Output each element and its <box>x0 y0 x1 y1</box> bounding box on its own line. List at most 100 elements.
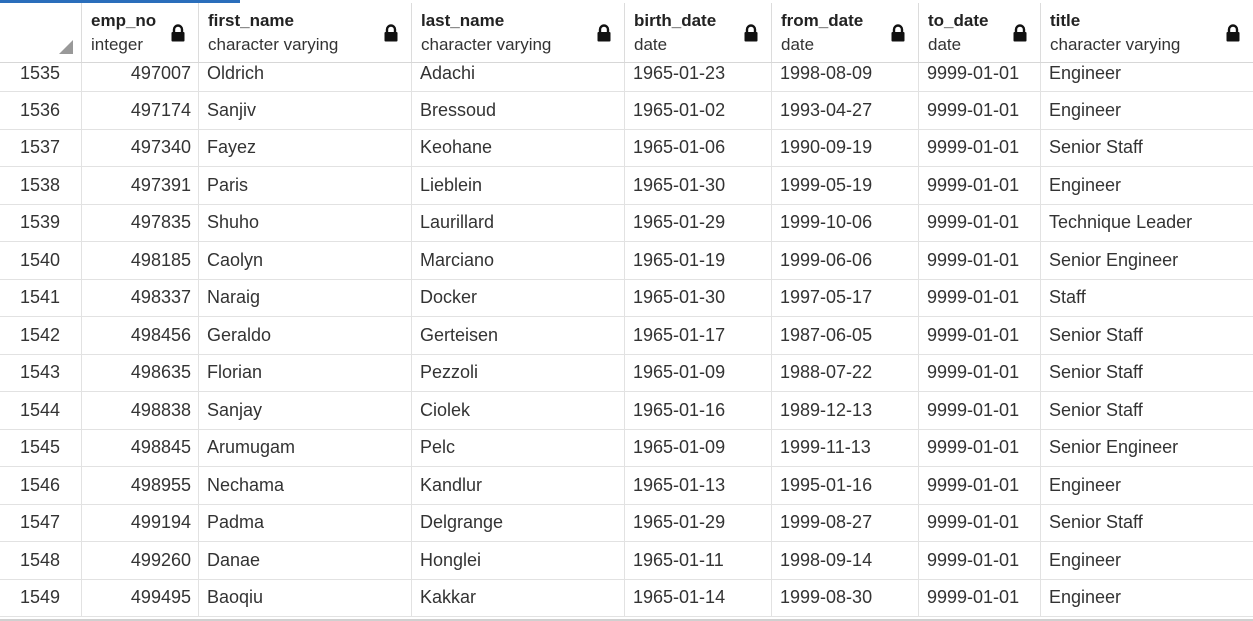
to-date-cell[interactable]: 9999-01-01 <box>919 392 1041 429</box>
last-name-cell[interactable]: Bressoud <box>412 92 625 129</box>
emp-no-cell[interactable]: 498456 <box>82 317 199 354</box>
table-row[interactable]: 1546 498955 Nechama Kandlur 1965-01-13 1995-0… <box>0 467 1253 505</box>
table-row[interactable]: 1539 497835 Shuho Laurillard 1965-01-29 1999-… <box>0 204 1253 242</box>
from-date-cell[interactable]: 1995-01-16 <box>772 467 919 504</box>
row-number[interactable]: 1543 <box>0 354 82 391</box>
column-header-first-name[interactable]: first_name character varying <box>199 3 412 62</box>
title-cell[interactable]: Senior Staff <box>1049 137 1143 158</box>
title-cell[interactable]: Engineer <box>1049 63 1122 83</box>
emp-no-cell[interactable]: 497835 <box>82 204 199 241</box>
first-name-cell[interactable]: Fayez <box>199 129 412 166</box>
last-name-cell[interactable]: Keohane <box>412 129 625 166</box>
emp-no-cell[interactable]: 498635 <box>82 354 199 391</box>
first-name-cell[interactable]: Padma <box>199 504 412 541</box>
birth-date-cell[interactable]: 1965-01-23 <box>625 63 772 91</box>
birth-date-cell[interactable]: 1965-01-13 <box>625 467 772 504</box>
to-date-cell[interactable]: 9999-01-01 <box>919 579 1041 616</box>
last-name-cell[interactable]: Pelc <box>412 429 625 466</box>
from-date-cell[interactable]: 1998-08-09 <box>772 63 919 91</box>
title-cell[interactable]: Engineer <box>1049 99 1122 120</box>
from-date-cell[interactable]: 1999-08-27 <box>772 504 919 541</box>
select-all-corner[interactable] <box>0 3 82 62</box>
birth-date-cell[interactable]: 1965-01-09 <box>625 429 772 466</box>
to-date-cell[interactable]: 9999-01-01 <box>919 204 1041 241</box>
title-cell[interactable]: Senior Staff <box>1049 399 1143 420</box>
emp-no-cell[interactable]: 499194 <box>82 504 199 541</box>
to-date-cell[interactable]: 9999-01-01 <box>919 467 1041 504</box>
emp-no-cell[interactable]: 498845 <box>82 429 199 466</box>
emp-no-cell[interactable]: 497340 <box>82 129 199 166</box>
title-cell[interactable]: Senior Staff <box>1049 362 1143 383</box>
last-name-cell[interactable]: Pezzoli <box>412 354 625 391</box>
birth-date-cell[interactable]: 1965-01-29 <box>625 504 772 541</box>
last-name-cell[interactable]: Gerteisen <box>412 317 625 354</box>
emp-no-cell[interactable]: 498838 <box>82 392 199 429</box>
title-cell[interactable]: Engineer <box>1049 549 1122 570</box>
emp-no-cell[interactable]: 498337 <box>82 279 199 316</box>
column-header-from-date[interactable]: from_date date <box>772 3 919 62</box>
last-name-cell[interactable]: Docker <box>412 279 625 316</box>
first-name-cell[interactable]: Nechama <box>199 467 412 504</box>
title-cell[interactable]: Technique Leader <box>1049 212 1193 233</box>
first-name-cell[interactable]: Sanjiv <box>199 92 412 129</box>
table-row[interactable]: 1547 499194 Padma Delgrange 1965-01-29 1999-0… <box>0 504 1253 542</box>
title-cell[interactable]: Senior Staff <box>1049 512 1143 533</box>
first-name-cell[interactable]: Caolyn <box>199 242 412 279</box>
table-row[interactable]: 1535 497007 Oldrich Adachi 1965-01-23 1998-08… <box>0 63 1253 92</box>
first-name-cell[interactable]: Paris <box>199 167 412 204</box>
emp-no-cell[interactable]: 498185 <box>82 242 199 279</box>
last-name-cell[interactable]: Honglei <box>412 542 625 579</box>
to-date-cell[interactable]: 9999-01-01 <box>919 354 1041 391</box>
row-number[interactable]: 1544 <box>0 392 82 429</box>
table-row[interactable]: 1543 498635 Florian Pezzoli 1965-01-09 1988-0… <box>0 354 1253 392</box>
row-number[interactable]: 1545 <box>0 429 82 466</box>
birth-date-cell[interactable]: 1965-01-02 <box>625 92 772 129</box>
from-date-cell[interactable]: 1988-07-22 <box>772 354 919 391</box>
birth-date-cell[interactable]: 1965-01-30 <box>625 279 772 316</box>
birth-date-cell[interactable]: 1965-01-30 <box>625 167 772 204</box>
last-name-cell[interactable]: Delgrange <box>412 504 625 541</box>
table-row[interactable]: 1541 498337 Naraig Docker 1965-01-30 1997-05-… <box>0 279 1253 317</box>
from-date-cell[interactable]: 1990-09-19 <box>772 129 919 166</box>
birth-date-cell[interactable]: 1965-01-19 <box>625 242 772 279</box>
first-name-cell[interactable]: Geraldo <box>199 317 412 354</box>
row-number[interactable]: 1536 <box>0 92 82 129</box>
from-date-cell[interactable]: 1989-12-13 <box>772 392 919 429</box>
row-number[interactable]: 1539 <box>0 204 82 241</box>
row-number[interactable]: 1546 <box>0 467 82 504</box>
title-cell[interactable]: Staff <box>1049 287 1086 308</box>
table-row[interactable]: 1545 498845 Arumugam Pelc 1965-01-09 1999-11-… <box>0 429 1253 467</box>
birth-date-cell[interactable]: 1965-01-09 <box>625 354 772 391</box>
last-name-cell[interactable]: Kandlur <box>412 467 625 504</box>
table-row[interactable]: 1548 499260 Danae Honglei 1965-01-11 1998-09-… <box>0 542 1253 580</box>
emp-no-cell[interactable]: 499495 <box>82 579 199 616</box>
table-row[interactable]: 1542 498456 Geraldo Gerteisen 1965-01-17 1987… <box>0 317 1253 355</box>
to-date-cell[interactable]: 9999-01-01 <box>919 542 1041 579</box>
last-name-cell[interactable]: Ciolek <box>412 392 625 429</box>
from-date-cell[interactable]: 1999-08-30 <box>772 579 919 616</box>
to-date-cell[interactable]: 9999-01-01 <box>919 242 1041 279</box>
from-date-cell[interactable]: 1999-10-06 <box>772 204 919 241</box>
row-number[interactable]: 1535 <box>0 63 82 91</box>
table-row[interactable]: 1537 497340 Fayez Keohane 1965-01-06 1990-09-… <box>0 129 1253 167</box>
last-name-cell[interactable]: Marciano <box>412 242 625 279</box>
column-header-birth-date[interactable]: birth_date date <box>625 3 772 62</box>
emp-no-cell[interactable]: 499260 <box>82 542 199 579</box>
to-date-cell[interactable]: 9999-01-01 <box>919 279 1041 316</box>
table-row[interactable]: 1538 497391 Paris Lieblein 1965-01-30 1999-05… <box>0 167 1253 205</box>
to-date-cell[interactable]: 9999-01-01 <box>919 167 1041 204</box>
row-number[interactable]: 1542 <box>0 317 82 354</box>
column-header-last-name[interactable]: last_name character varying <box>412 3 625 62</box>
birth-date-cell[interactable]: 1965-01-06 <box>625 129 772 166</box>
from-date-cell[interactable]: 1993-04-27 <box>772 92 919 129</box>
first-name-cell[interactable]: Danae <box>199 542 412 579</box>
last-name-cell[interactable]: Kakkar <box>412 579 625 616</box>
birth-date-cell[interactable]: 1965-01-11 <box>625 542 772 579</box>
row-number[interactable]: 1537 <box>0 129 82 166</box>
from-date-cell[interactable]: 1987-06-05 <box>772 317 919 354</box>
last-name-cell[interactable]: Lieblein <box>412 167 625 204</box>
birth-date-cell[interactable]: 1965-01-14 <box>625 579 772 616</box>
title-cell[interactable]: Senior Staff <box>1049 324 1143 345</box>
row-number[interactable]: 1540 <box>0 242 82 279</box>
to-date-cell[interactable]: 9999-01-01 <box>919 317 1041 354</box>
